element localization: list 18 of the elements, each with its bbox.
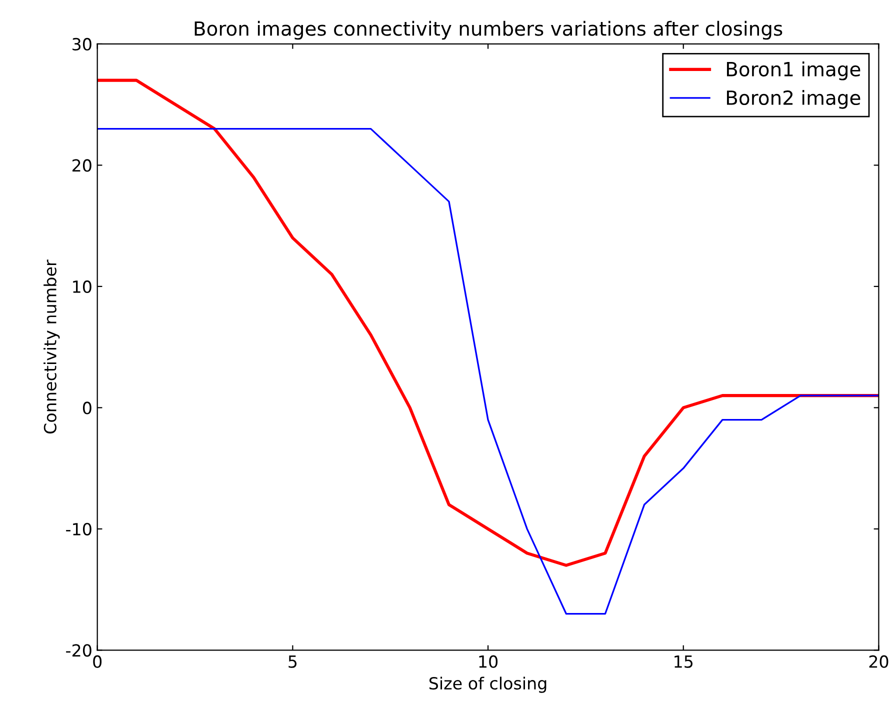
y-tick-label: 20 xyxy=(72,159,92,172)
x-axis-title: Size of closing xyxy=(429,676,546,693)
y-tick-label: 0 xyxy=(82,402,92,414)
x-tick-label: 10 xyxy=(479,655,498,668)
x-tick-label: 0 xyxy=(93,655,102,668)
y-tick-label: 10 xyxy=(73,280,92,294)
legend-label: Boron2 image xyxy=(726,90,860,109)
line-series xyxy=(97,78,879,567)
legend-label: Boron1 image xyxy=(726,61,860,80)
y-axis-title: Connectivity number xyxy=(44,260,60,434)
y-tick-label: -20 xyxy=(66,644,92,657)
y-tick-label: -10 xyxy=(66,522,92,536)
chart-title: Boron images connectivity numbers variations after closings xyxy=(194,20,782,40)
line-series xyxy=(97,128,879,615)
x-tick-label: 5 xyxy=(288,656,297,668)
x-tick-label: 15 xyxy=(674,656,693,668)
y-tick-label: 30 xyxy=(72,38,92,51)
x-tick-label: 20 xyxy=(869,655,888,668)
